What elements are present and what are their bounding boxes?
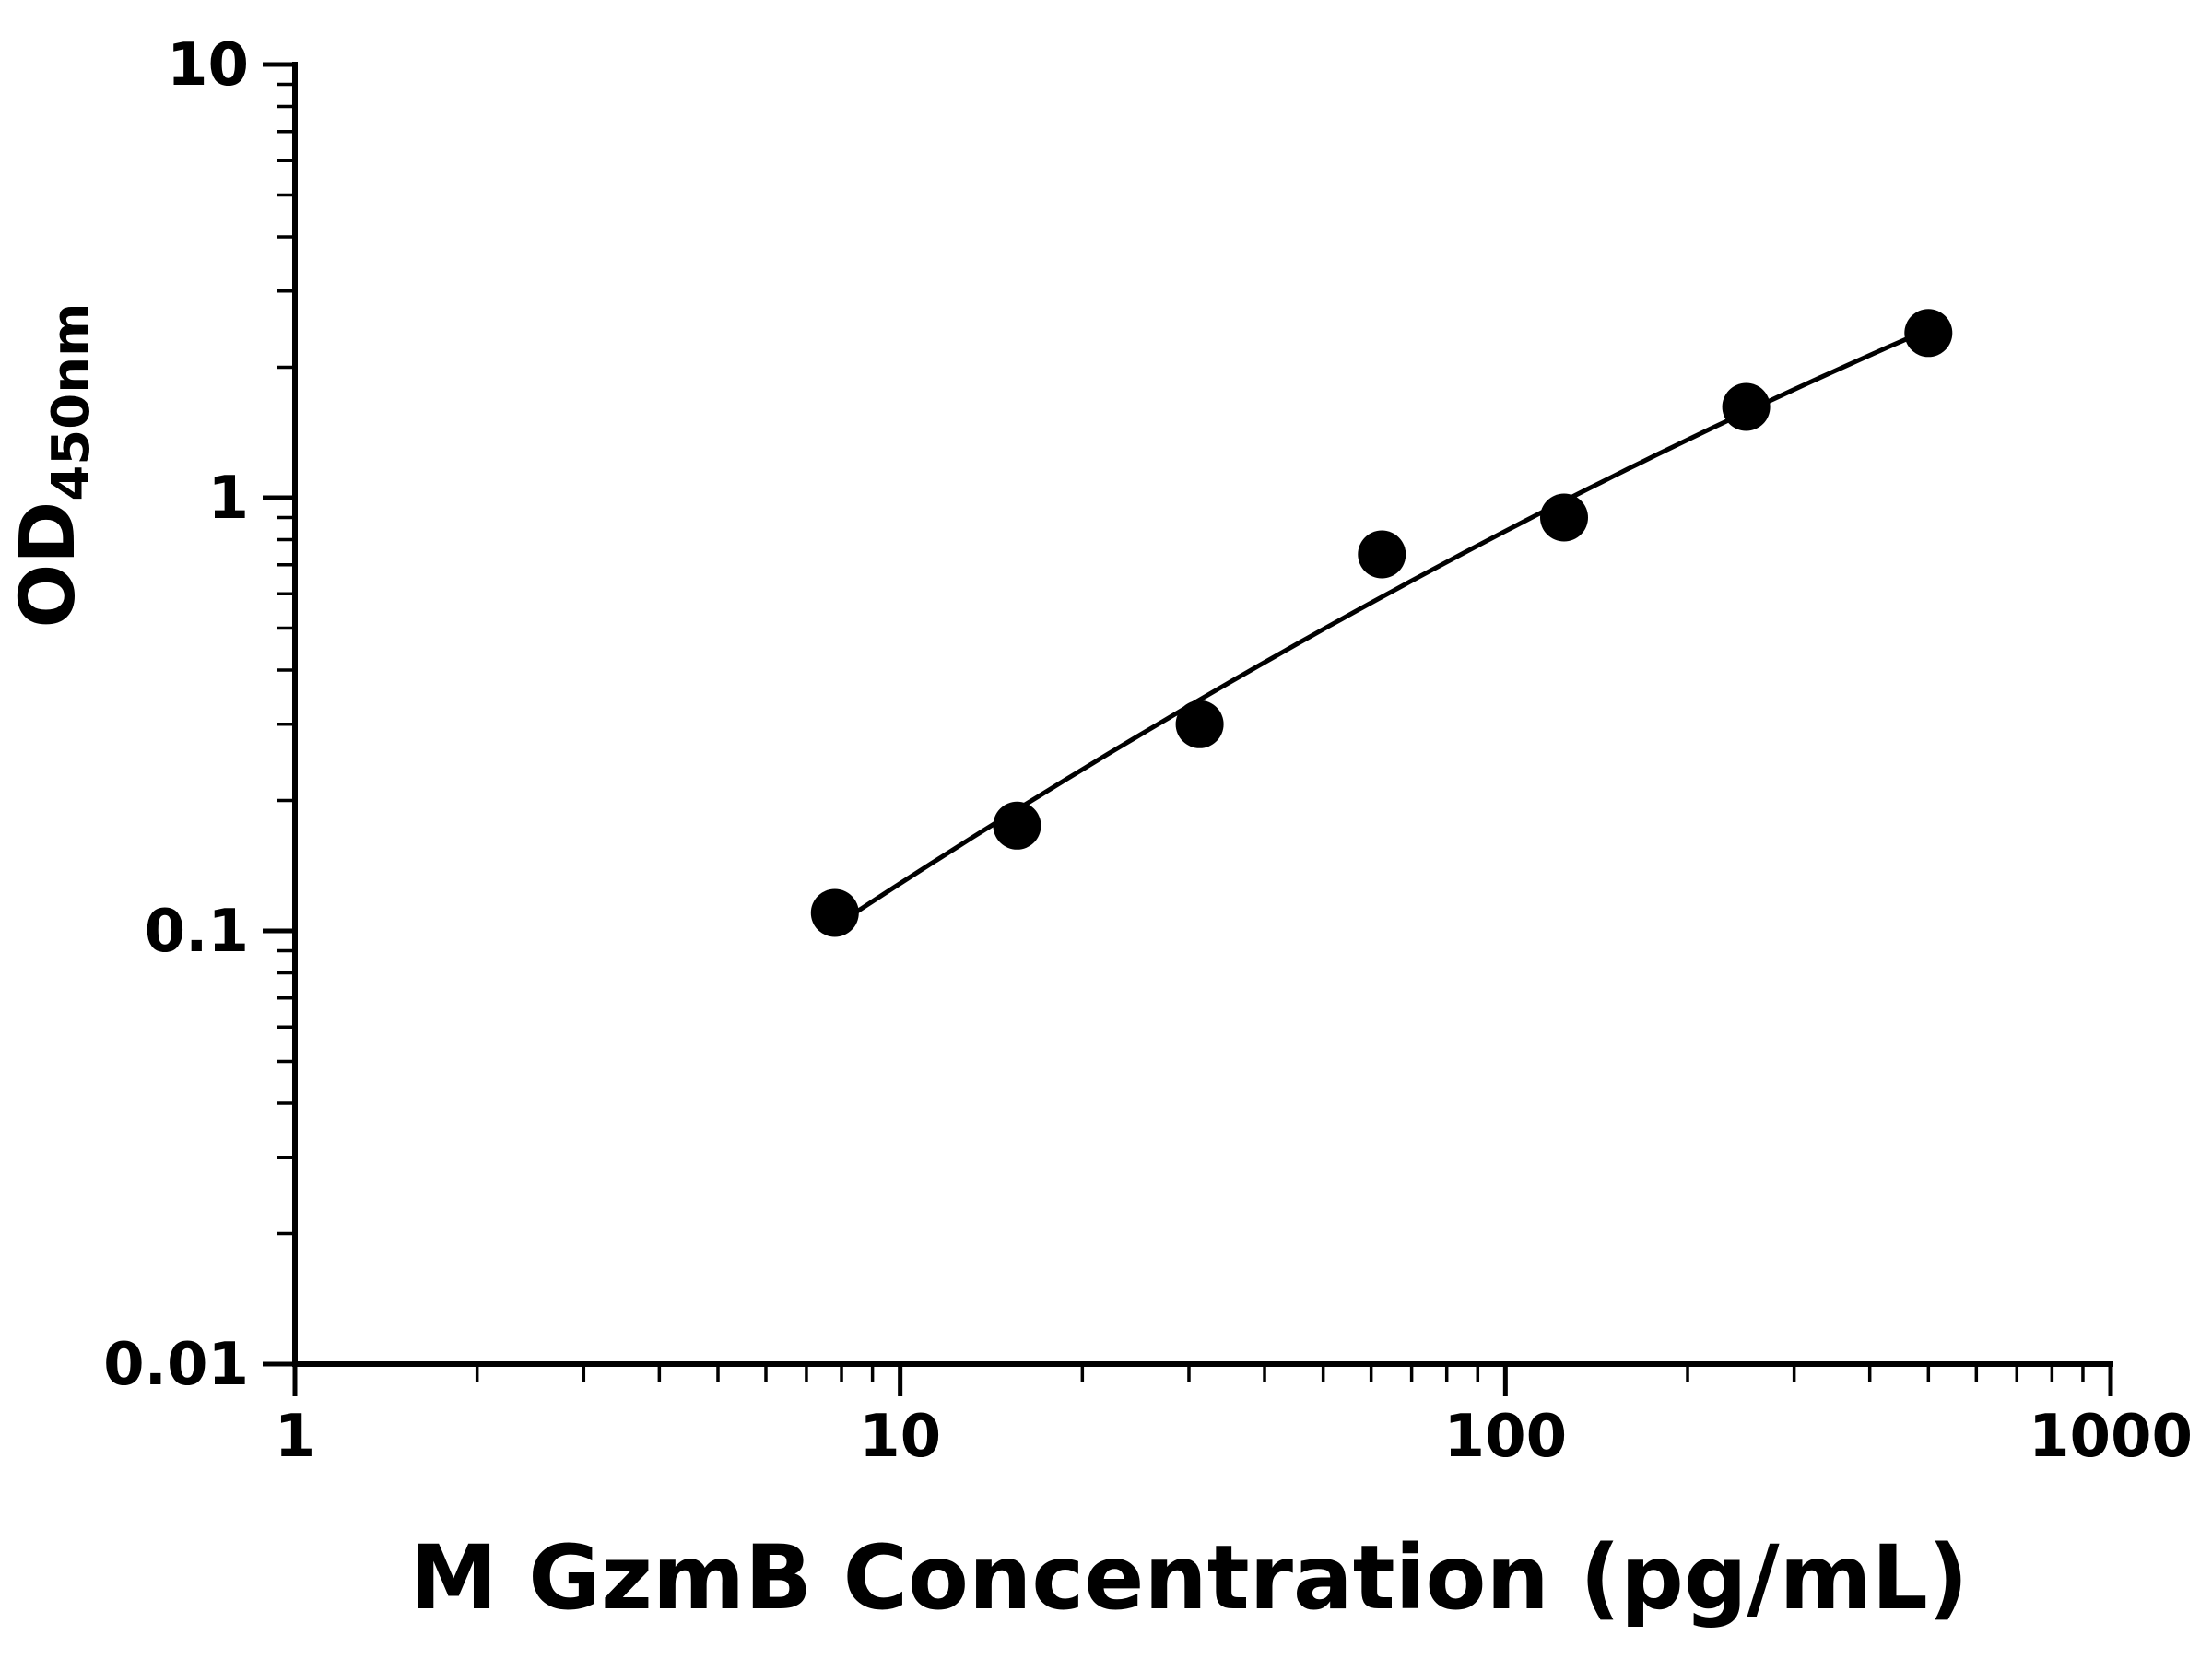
data-point bbox=[1904, 309, 1953, 358]
data-point bbox=[1175, 700, 1224, 748]
data-point bbox=[810, 888, 859, 937]
data-point bbox=[1358, 530, 1406, 579]
y-tick-label: 0.1 bbox=[145, 898, 249, 966]
data-point bbox=[1540, 493, 1588, 542]
data-point bbox=[993, 801, 1041, 850]
y-axis-title-subscript: 450nm bbox=[41, 303, 101, 501]
x-tick-label: 10 bbox=[859, 1403, 941, 1471]
plot-area: 1 10 100 1000 0.01 0.1 1 10 bbox=[103, 31, 2193, 1471]
y-axis-title-main: OD bbox=[5, 501, 92, 629]
y-axis-title: OD450nm bbox=[5, 303, 101, 629]
data-point bbox=[1722, 382, 1771, 431]
x-tick-label: 1 bbox=[275, 1403, 316, 1471]
x-tick-label: 1000 bbox=[2029, 1403, 2193, 1471]
y-tick-label: 0.01 bbox=[103, 1331, 249, 1399]
y-tick-label: 10 bbox=[167, 31, 249, 100]
x-tick-label: 100 bbox=[1444, 1403, 1568, 1471]
x-axis-title: M GzmB Concentration (pg/mL) bbox=[409, 1526, 1968, 1630]
y-tick-label: 1 bbox=[207, 465, 249, 533]
